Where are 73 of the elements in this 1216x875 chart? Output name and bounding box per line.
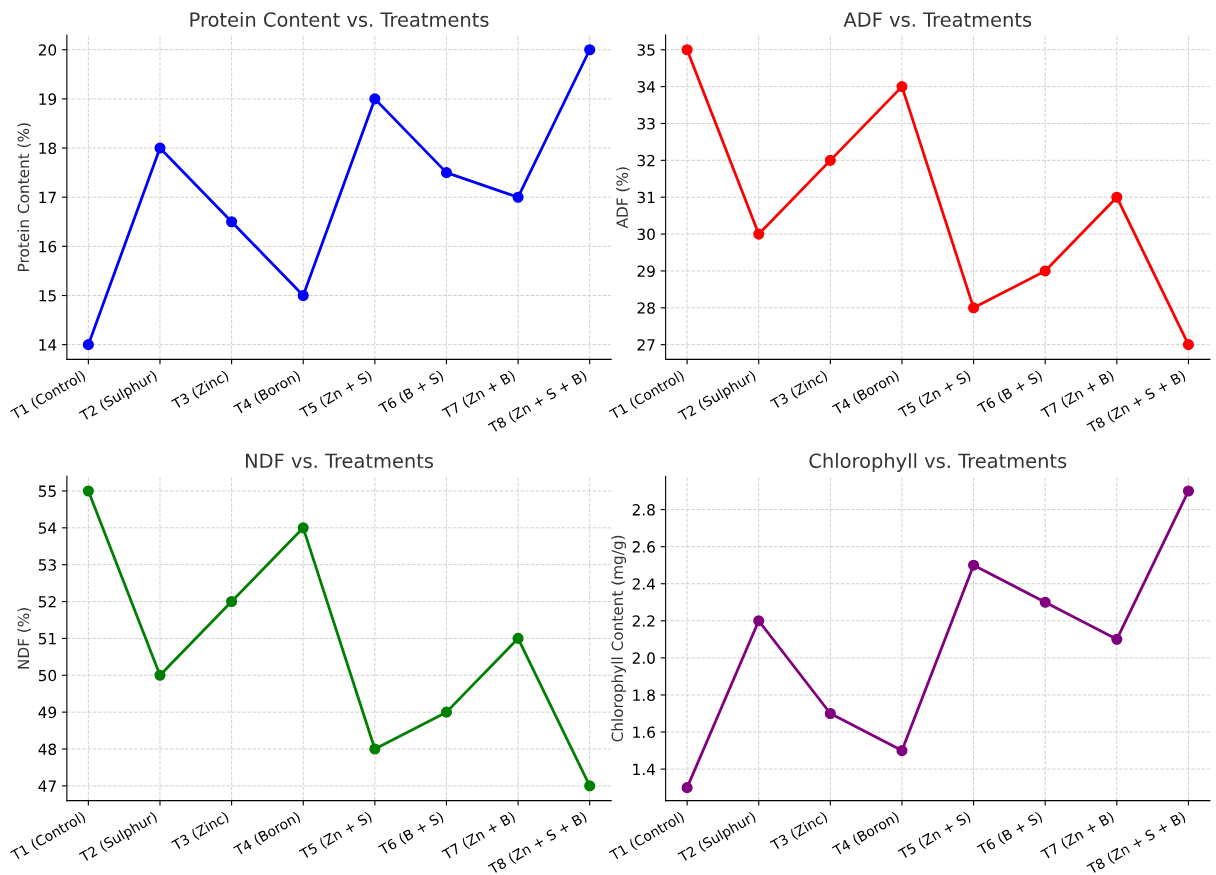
y-tick-label: 30 [637, 228, 655, 241]
point [824, 154, 836, 166]
point [1039, 596, 1051, 608]
y-axis-title: Chlorophyll Content (mg/g) [611, 535, 627, 742]
y-tick-label: 14 [39, 339, 57, 351]
chart-title: Protein Content vs. Treatments [190, 11, 489, 27]
y-tick-label: 27 [637, 339, 655, 351]
y-axis-title: ADF (%) [616, 167, 630, 229]
point [1111, 191, 1123, 203]
y-tick-label: 49 [38, 706, 57, 719]
point [82, 485, 94, 497]
point [369, 93, 381, 105]
chart-title: Chlorophyll vs. Treatments [809, 453, 1067, 472]
point [226, 216, 238, 228]
point [968, 559, 980, 571]
point [753, 615, 765, 627]
y-axis-title: Protein Content (%) [17, 123, 31, 271]
point [297, 522, 309, 534]
y-tick-label: 35 [637, 44, 655, 56]
y-axis-title: NDF (%) [17, 608, 31, 669]
point [512, 191, 524, 203]
point [824, 707, 836, 720]
point [369, 743, 381, 755]
y-tick-label: 17 [39, 191, 56, 204]
point [512, 632, 524, 644]
y-tick-label: 48 [38, 743, 57, 756]
y-tick-label: 47 [38, 780, 56, 792]
point [896, 745, 908, 757]
y-tick-label: 19 [39, 93, 57, 105]
y-tick-label: 15 [39, 290, 56, 302]
y-tick-label: 34 [637, 81, 656, 93]
y-tick-label: 51 [38, 633, 56, 645]
y-tick-label: 33 [637, 117, 655, 130]
y-tick-label: 20 [38, 44, 57, 56]
y-tick-label: 2.4 [632, 578, 656, 590]
y-tick-label: 52 [38, 596, 56, 608]
point [753, 228, 765, 240]
point [297, 289, 309, 302]
point [681, 782, 693, 794]
y-tick-label: 1.4 [633, 763, 656, 775]
point [1039, 265, 1051, 277]
point [82, 339, 94, 351]
y-tick-label: 32 [637, 154, 655, 167]
y-tick-label: 2.8 [632, 504, 655, 516]
point [584, 44, 596, 56]
point [440, 706, 453, 718]
y-tick-label: 1.8 [633, 689, 655, 701]
chart-title: NDF vs. Treatments [245, 453, 434, 469]
point [968, 302, 980, 314]
y-tick-label: 29 [637, 265, 655, 277]
y-tick-label: 1.6 [633, 726, 655, 739]
y-tick-label: 2.0 [632, 652, 655, 664]
point [896, 81, 908, 93]
y-tick-label: 2.2 [632, 615, 655, 627]
point [1111, 633, 1123, 645]
y-tick-label: 2.6 [632, 541, 655, 553]
point [154, 669, 166, 681]
point [584, 780, 596, 792]
y-tick-label: 28 [637, 302, 655, 314]
y-tick-label: 53 [38, 559, 56, 571]
point [226, 595, 238, 608]
y-tick-label: 50 [38, 669, 57, 682]
point [440, 167, 453, 179]
point [1182, 339, 1194, 351]
y-tick-label: 18 [39, 142, 57, 155]
point [154, 142, 166, 154]
y-tick-label: 31 [637, 191, 655, 204]
point [1182, 485, 1194, 497]
y-tick-label: 16 [39, 240, 57, 253]
chart-title: ADF vs. Treatments [843, 12, 1032, 27]
y-tick-label: 54 [38, 522, 57, 534]
point [681, 44, 693, 56]
y-tick-label: 55 [38, 485, 56, 497]
